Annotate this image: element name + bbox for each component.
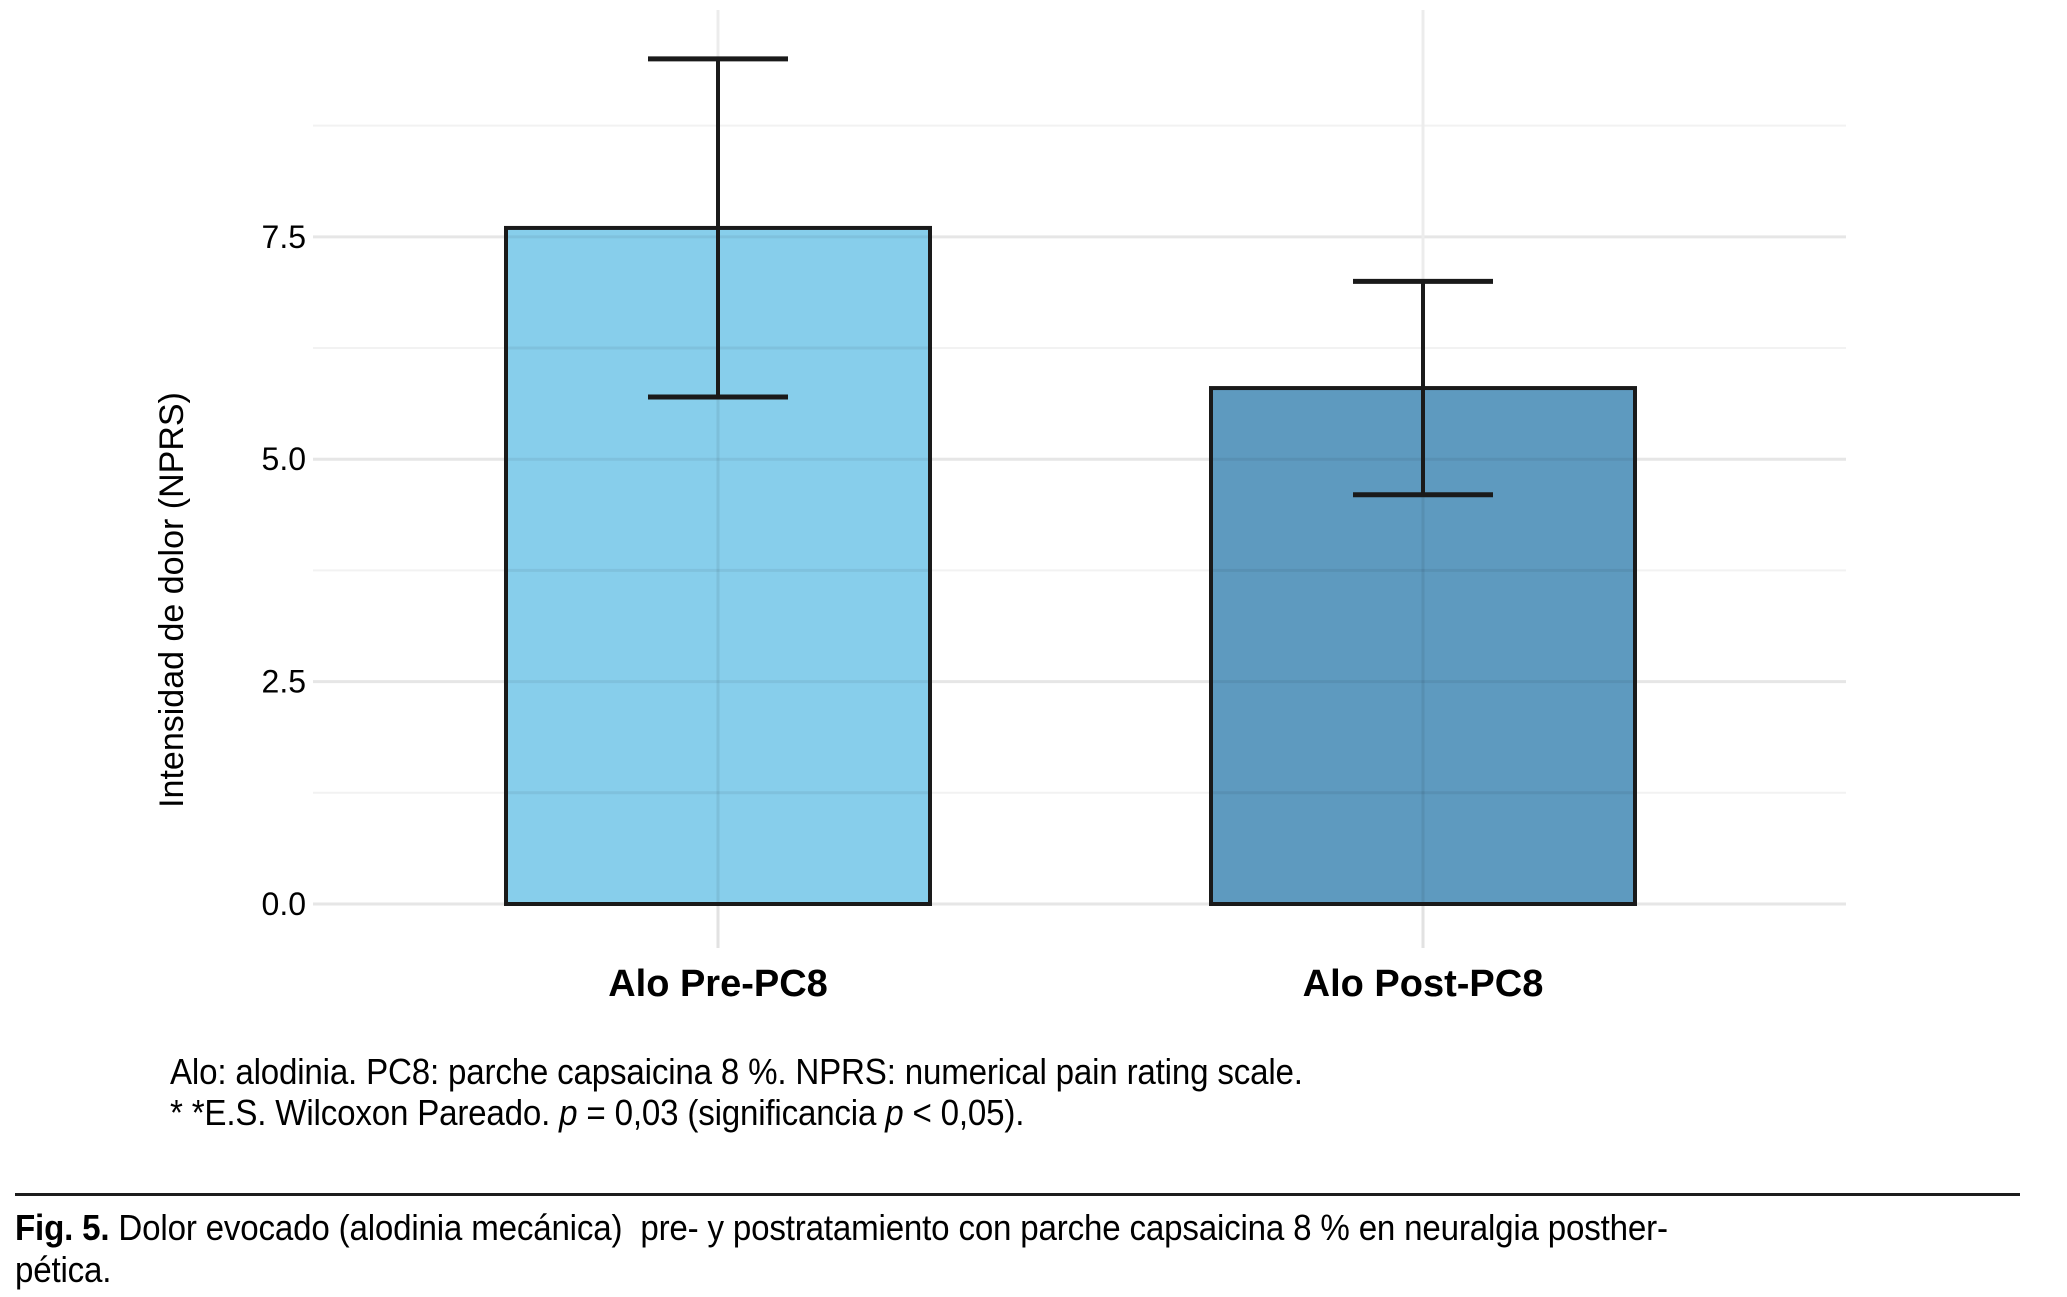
chart-note-line-1: Alo: alodinia. PC8: parche capsaicina 8 … bbox=[170, 1051, 1303, 1092]
note2-suffix: < 0,05). bbox=[903, 1092, 1025, 1133]
figure-caption: Fig. 5. Dolor evocado (alodinia mecánica… bbox=[15, 1207, 1812, 1291]
y-tick-label: 5.0 bbox=[262, 441, 306, 477]
y-tick-label: 2.5 bbox=[262, 664, 306, 700]
y-axis-title: Intensidad de dolor (NPRS) bbox=[153, 392, 191, 808]
x-category-label-alo-post-pc8: Alo Post-PC8 bbox=[1303, 963, 1544, 1005]
caption-divider-rule bbox=[15, 1193, 2020, 1196]
note2-mid: = 0,03 (significancia bbox=[577, 1092, 886, 1133]
figure-caption-line-1: Fig. 5. Dolor evocado (alodinia mecánica… bbox=[15, 1207, 1668, 1249]
note2-p-value-symbol: p bbox=[559, 1092, 578, 1133]
figure-caption-text: Dolor evocado (alodinia mecánica) pre- y… bbox=[109, 1207, 1668, 1248]
note2-significance-symbol: p bbox=[885, 1092, 904, 1133]
y-tick-label: 7.5 bbox=[262, 219, 306, 255]
chart-notes: Alo: alodinia. PC8: parche capsaicina 8 … bbox=[170, 1051, 1401, 1133]
note2-prefix: * *E.S. Wilcoxon Pareado. bbox=[170, 1092, 560, 1133]
figure-number-label: Fig. 5. bbox=[15, 1207, 110, 1248]
figure-caption-line-2: pética. bbox=[15, 1249, 112, 1290]
y-tick-label: 0.0 bbox=[262, 886, 306, 922]
x-category-label-alo-pre-pc8: Alo Pre-PC8 bbox=[608, 963, 828, 1005]
chart-note-line-2: * *E.S. Wilcoxon Pareado. p = 0,03 (sign… bbox=[170, 1092, 1303, 1133]
bar-chart-canvas: 0.0 2.5 5.0 7.5 Intensidad de dolor (NPRS) Al… bbox=[153, 10, 1846, 1005]
